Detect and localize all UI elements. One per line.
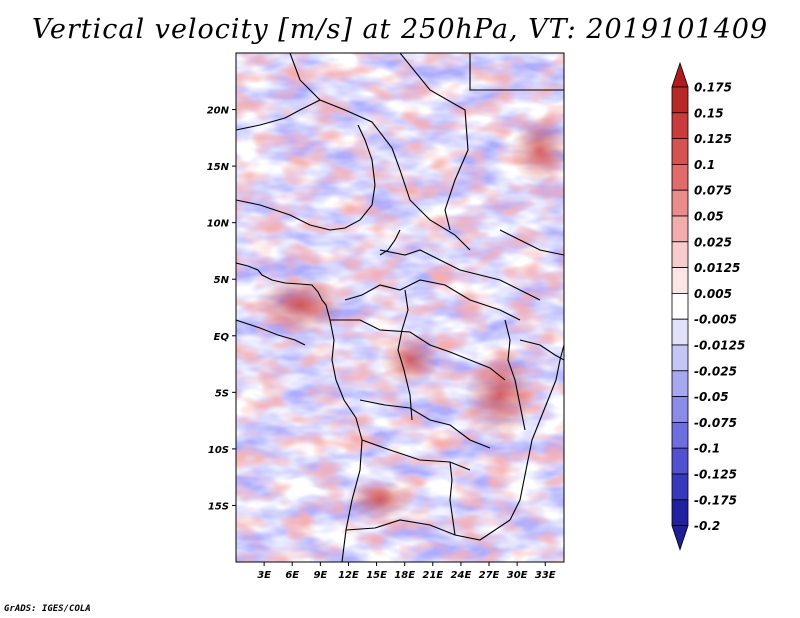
lon-tick-label: 30E — [507, 570, 528, 581]
lat-tick-label: 20N — [207, 106, 230, 117]
colorbar-max-arrow — [671, 61, 689, 88]
colorbar-swatch — [671, 473, 689, 501]
lon-tick-label: 15E — [366, 570, 387, 581]
colorbar-label: 0.005 — [694, 287, 732, 301]
colorbar-swatch — [671, 163, 689, 191]
colorbar-swatch — [671, 138, 689, 165]
colorbar-label: 0.1 — [694, 158, 715, 172]
map-title: Vertical velocity [m/s] at 250hPa, VT: 2… — [31, 14, 769, 45]
colorbar-swatch — [671, 499, 689, 526]
colorbar-swatch — [671, 215, 689, 243]
colorbar-label: -0.005 — [694, 313, 737, 327]
lat-tick-label: 5S — [215, 388, 229, 399]
grads-credit: GrADS: IGES/COLA — [4, 604, 91, 614]
colorbar-label: 0.05 — [694, 210, 724, 224]
colorbar-label: -0.025 — [694, 364, 737, 378]
lon-tick-label: 6E — [285, 570, 299, 581]
colorbar-label: 0.0125 — [694, 261, 740, 275]
colorbar-label: -0.1 — [694, 442, 720, 456]
colorbar-swatch — [671, 421, 689, 449]
colorbar-label: 0.075 — [694, 184, 732, 198]
colorbar-label: 0.175 — [694, 81, 732, 95]
lon-tick-label: 18E — [394, 570, 415, 581]
colorbar: 0.175 0.15 0.125 0.1 0.075 0.05 0.025 0.0125 0.0… — [671, 61, 745, 551]
lon-tick-label: 27E — [479, 570, 500, 581]
lat-tick-label: EQ — [214, 332, 230, 343]
colorbar-swatch — [671, 344, 689, 372]
longitude-axis: 3E 6E 9E 12E 15E 18E 21E 24E 27E 30E 33E — [257, 562, 556, 581]
country-borders — [236, 53, 564, 562]
colorbar-swatch — [671, 370, 689, 397]
lon-tick-label: 33E — [535, 570, 556, 581]
colorbar-swatch — [671, 189, 689, 217]
lat-tick-label: 15S — [208, 501, 229, 512]
lat-tick-label: 5N — [214, 275, 230, 286]
colorbar-label: 0.025 — [694, 235, 732, 249]
colorbar-swatch — [671, 267, 689, 294]
lat-tick-label: 10N — [207, 219, 230, 230]
colorbar-swatch — [671, 292, 689, 320]
lon-tick-label: 21E — [422, 570, 443, 581]
lon-tick-label: 9E — [313, 570, 327, 581]
colorbar-label: 0.15 — [694, 106, 724, 120]
lat-tick-label: 15N — [207, 162, 230, 173]
colorbar-swatch — [671, 241, 689, 269]
map-frame — [235, 52, 565, 563]
lat-tick-label: 10S — [208, 445, 229, 456]
latitude-axis: 20N 15N 10N 5N EQ 5S 10S 15S — [207, 106, 236, 512]
colorbar-label: -0.175 — [694, 493, 737, 507]
colorbar-label: -0.2 — [694, 519, 720, 533]
lon-tick-label: 12E — [338, 570, 359, 581]
lon-tick-label: 3E — [257, 570, 271, 581]
colorbar-label: -0.125 — [694, 468, 737, 482]
colorbar-swatch — [671, 396, 689, 423]
colorbar-swatch — [671, 112, 689, 140]
vertical-velocity-field — [236, 53, 564, 562]
colorbar-swatch — [671, 447, 689, 475]
colorbar-label: 0.125 — [694, 132, 732, 146]
colorbar-min-arrow — [671, 525, 689, 551]
colorbar-swatch — [671, 318, 689, 346]
lon-tick-label: 24E — [451, 570, 472, 581]
colorbar-swatch — [671, 86, 689, 114]
colorbar-label: -0.0125 — [694, 339, 745, 353]
colorbar-label: -0.075 — [694, 416, 737, 430]
colorbar-label: -0.05 — [694, 390, 729, 404]
